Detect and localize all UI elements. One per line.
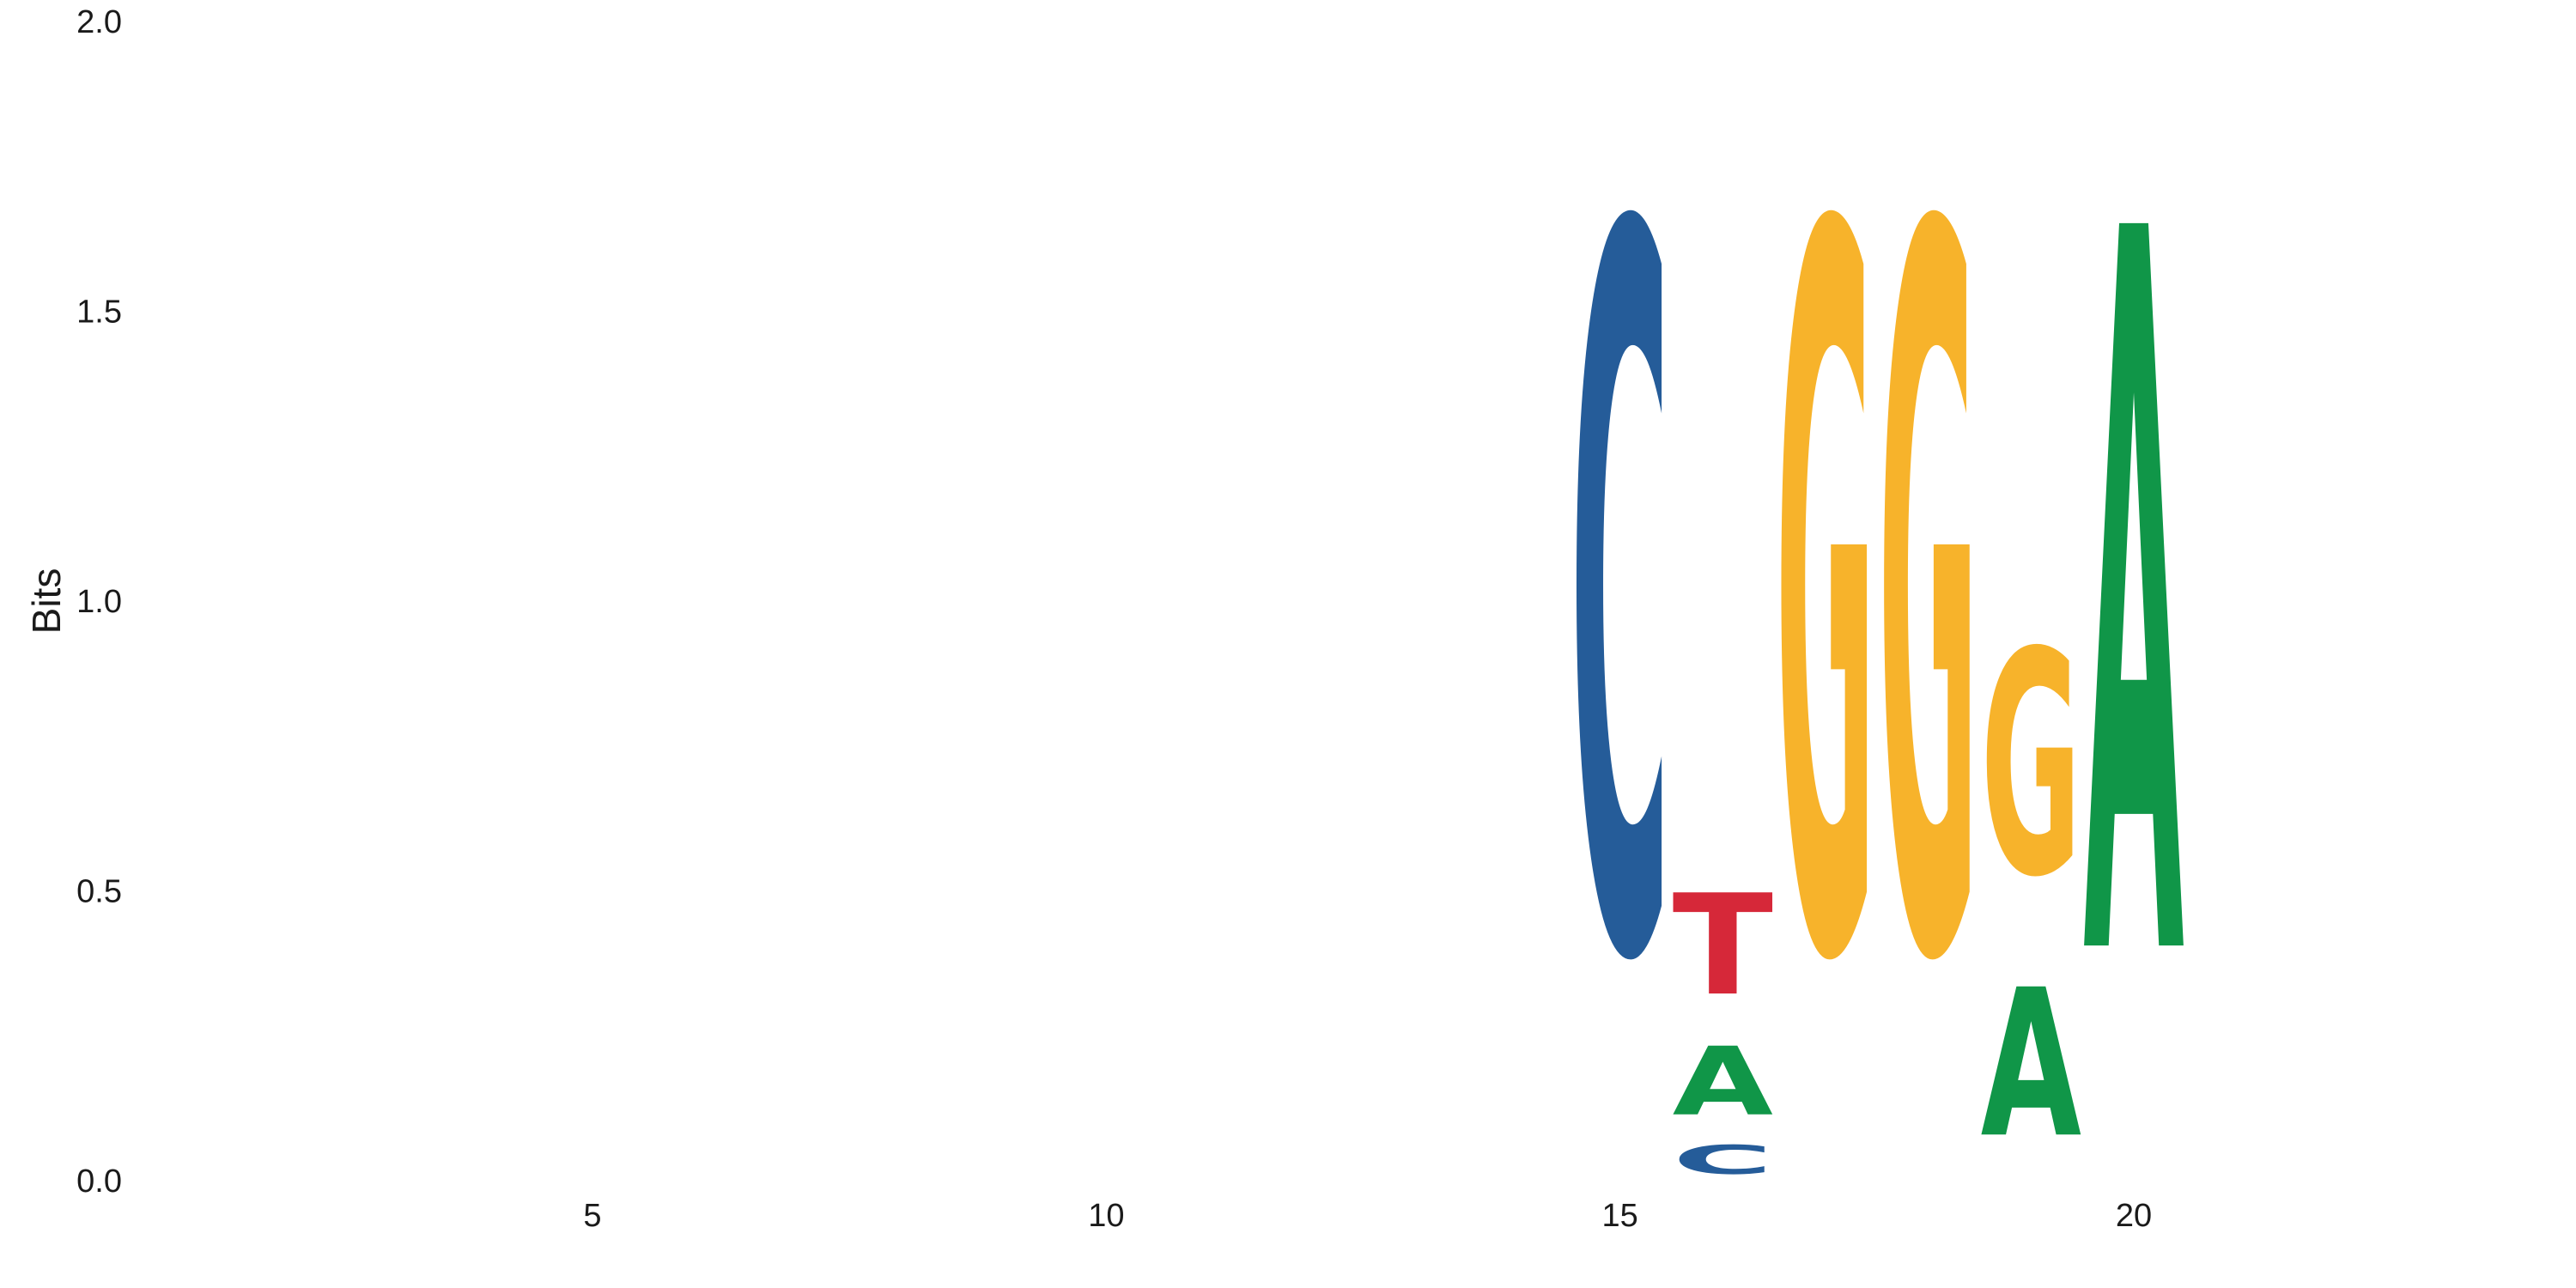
y-tick-label: 0.5 (76, 874, 122, 910)
logo-letter-g-pos17: G (1775, 26, 1875, 1179)
y-tick-label: 2.0 (76, 4, 122, 40)
logo-letter-a-pos16: A (1673, 1028, 1773, 1138)
logo-letter-a-pos19: A (1981, 946, 2081, 1182)
y-axis: 0.0 0.5 1.0 1.5 2.0 (76, 4, 122, 1200)
y-tick-label: 1.5 (76, 295, 122, 331)
x-tick-label: 15 (1602, 1198, 1638, 1234)
logo-letter-c-pos15: C (1570, 27, 1670, 1180)
x-tick-label: 20 (2116, 1198, 2152, 1234)
y-tick-label: 1.0 (76, 584, 122, 620)
logo-letter-c-pos16: C (1673, 1137, 1773, 1183)
logo-letter-g-pos18: G (1878, 26, 1978, 1179)
x-tick-label: 5 (583, 1198, 601, 1234)
x-tick-label: 10 (1088, 1198, 1124, 1234)
logo-letters: C CAT G G AG A (1570, 26, 2185, 1183)
logo-letter-a-pos20: A (2083, 27, 2184, 1180)
logo-letter-t-pos16: T (1673, 866, 1773, 1027)
y-axis-title: Bits (24, 568, 69, 635)
y-tick-label: 0.0 (76, 1163, 122, 1200)
x-axis: 5 10 15 20 (583, 1198, 2152, 1234)
logo-letter-g-pos19: G (1981, 587, 2081, 945)
